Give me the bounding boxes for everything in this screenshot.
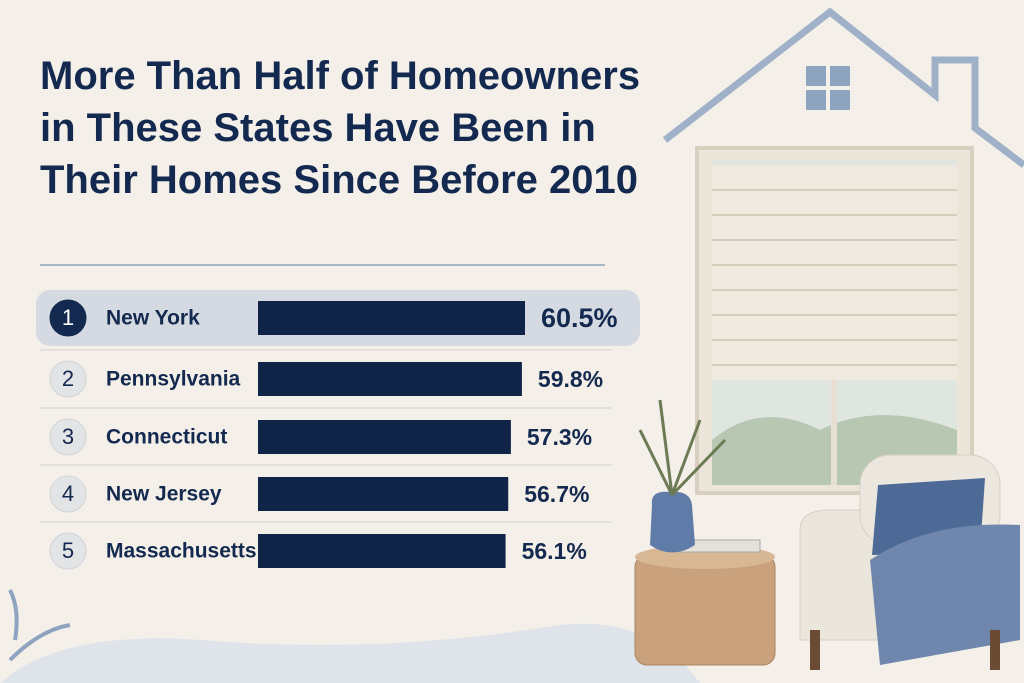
rank-badge xyxy=(49,360,87,398)
chart-title: More Than Half of Homeowners in These St… xyxy=(40,54,641,202)
chart: 1 New York 60.5% 2 Pennsylvania 59.8% 3 Connect… xyxy=(36,290,640,570)
rank-badge xyxy=(49,475,87,513)
rank: 4 xyxy=(62,481,74,506)
rank-badge xyxy=(49,418,87,456)
bar xyxy=(258,301,525,335)
side-table xyxy=(634,554,776,666)
category-label: Connecticut xyxy=(106,426,227,449)
rank-badge xyxy=(49,532,87,570)
rank: 2 xyxy=(62,366,74,391)
blind-slats xyxy=(712,189,957,366)
bar xyxy=(258,534,506,568)
decoration xyxy=(0,7,1024,683)
rank-badge xyxy=(49,299,87,337)
vase xyxy=(650,491,695,553)
attic-window xyxy=(806,66,850,110)
blinds xyxy=(712,165,957,380)
bar xyxy=(258,362,522,396)
house-outline xyxy=(662,7,1024,168)
value-label: 60.5% xyxy=(541,303,618,333)
category-label: Pennsylvania xyxy=(106,368,241,391)
category-label: Massachusetts xyxy=(106,540,257,563)
leaf-sprig xyxy=(8,589,71,662)
category-label: New York xyxy=(106,307,200,330)
value-label: 59.8% xyxy=(538,366,603,392)
chair-leg xyxy=(990,630,1000,670)
value-label: 56.7% xyxy=(524,481,589,507)
bar xyxy=(258,477,509,511)
bar xyxy=(258,420,511,454)
plant xyxy=(638,399,727,497)
rank: 1 xyxy=(62,305,74,330)
rank: 5 xyxy=(62,538,74,563)
chair-leg xyxy=(810,630,820,670)
throw-blanket xyxy=(870,524,1020,665)
ground-wave xyxy=(0,623,700,683)
category-label: New Jersey xyxy=(106,483,222,506)
rank: 3 xyxy=(62,424,74,449)
value-label: 56.1% xyxy=(522,538,587,564)
value-label: 57.3% xyxy=(527,424,592,450)
